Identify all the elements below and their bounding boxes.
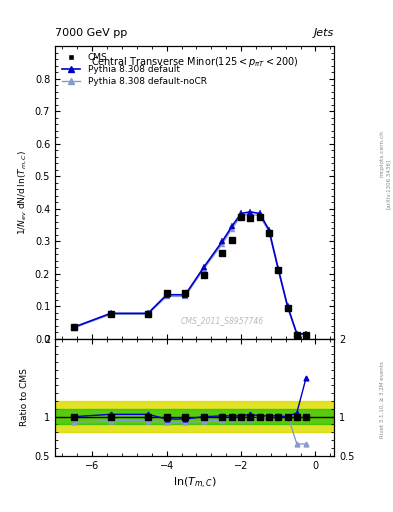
Text: Rivet 3.1.10, ≥ 3.2M events: Rivet 3.1.10, ≥ 3.2M events xyxy=(380,361,384,438)
X-axis label: $\ln(T_{m,C})$: $\ln(T_{m,C})$ xyxy=(173,476,217,491)
Y-axis label: Ratio to CMS: Ratio to CMS xyxy=(20,368,29,426)
Text: Jets: Jets xyxy=(314,28,334,38)
Text: [arXiv:1306.3436]: [arXiv:1306.3436] xyxy=(386,159,391,209)
Text: mcplots.cern.ch: mcplots.cern.ch xyxy=(380,130,384,177)
Legend: CMS, Pythia 8.308 default, Pythia 8.308 default-noCR: CMS, Pythia 8.308 default, Pythia 8.308 … xyxy=(59,51,209,89)
Text: CMS_2011_S8957746: CMS_2011_S8957746 xyxy=(181,316,264,325)
Y-axis label: $1/N_{ev}$ dN/d$\,$ln$(T_{m,C})$: $1/N_{ev}$ dN/d$\,$ln$(T_{m,C})$ xyxy=(17,150,29,235)
Text: 7000 GeV pp: 7000 GeV pp xyxy=(55,28,127,38)
Text: Central Transverse Minor$(125 < p_{\pi T} < 200)$: Central Transverse Minor$(125 < p_{\pi T… xyxy=(91,55,298,69)
